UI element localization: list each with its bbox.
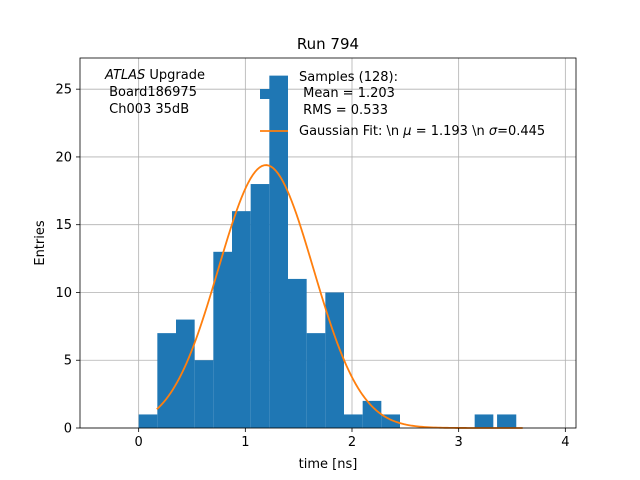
annotation-line-3: Ch003 35dB [105, 102, 189, 117]
histogram-bar [269, 75, 288, 428]
chart-title: Run 794 [297, 35, 359, 53]
legend-fit-sigma: σ [489, 124, 498, 139]
x-tick-label: 3 [455, 435, 463, 450]
plot-frame [79, 57, 577, 429]
histogram-bar [288, 278, 307, 428]
legend-histogram-swatch [260, 89, 288, 99]
histogram-bars [138, 75, 517, 428]
legend: Samples (128): Mean = 1.203 RMS = 0.533 … [260, 70, 545, 139]
annotation-italic: ATLAS [104, 68, 145, 83]
annotation-rest: Upgrade [145, 68, 205, 83]
legend-mean: Mean = 1.203 [299, 86, 395, 101]
y-tick-label: 15 [55, 218, 72, 233]
histogram-bar [306, 333, 326, 428]
legend-fit-part-1: Gaussian Fit: \n [299, 124, 403, 139]
histogram-bar [362, 400, 382, 428]
y-tick-label: 0 [64, 422, 72, 437]
x-axis-label: time [ns] [299, 457, 358, 472]
y-tick-label: 5 [64, 354, 72, 369]
histogram-bar [344, 414, 363, 428]
histogram-bar [325, 292, 344, 428]
histogram-bar [497, 414, 517, 428]
histogram-bar [138, 414, 158, 428]
histogram-bar [176, 319, 195, 428]
y-tick-label: 20 [55, 150, 72, 165]
y-tick-label: 10 [55, 286, 72, 301]
legend-histogram-label: Samples (128): [299, 70, 398, 85]
legend-rms: RMS = 0.533 [299, 103, 388, 118]
annotation-line-2: Board186975 [105, 85, 197, 100]
annotation-line-1: ATLAS Upgrade [104, 68, 205, 83]
histogram-bar [250, 184, 270, 428]
histogram-bar [157, 333, 176, 428]
legend-fit-part-5: =0.445 [497, 124, 545, 139]
histogram-bar [194, 360, 214, 428]
y-axis-label: Entries [33, 220, 48, 266]
atlas-annotation: ATLAS Upgrade Board186975 Ch003 35dB [104, 68, 205, 117]
x-tick-label: 1 [241, 435, 249, 450]
axis-ticks: 0 1 2 3 4 0 5 10 15 20 25 [55, 83, 569, 450]
histogram-bar [232, 211, 251, 428]
legend-fit-part-3: = 1.193 \n [412, 124, 489, 139]
x-tick-label: 4 [561, 435, 569, 450]
legend-fit-label: Gaussian Fit: \n μ = 1.193 \n σ=0.445 [299, 124, 545, 139]
x-tick-label: 2 [348, 435, 356, 450]
y-tick-label: 25 [55, 83, 72, 98]
histogram-bar [474, 414, 494, 428]
histogram-bar [213, 251, 232, 428]
legend-fit-mu: μ [402, 124, 411, 139]
x-tick-label: 0 [135, 435, 143, 450]
